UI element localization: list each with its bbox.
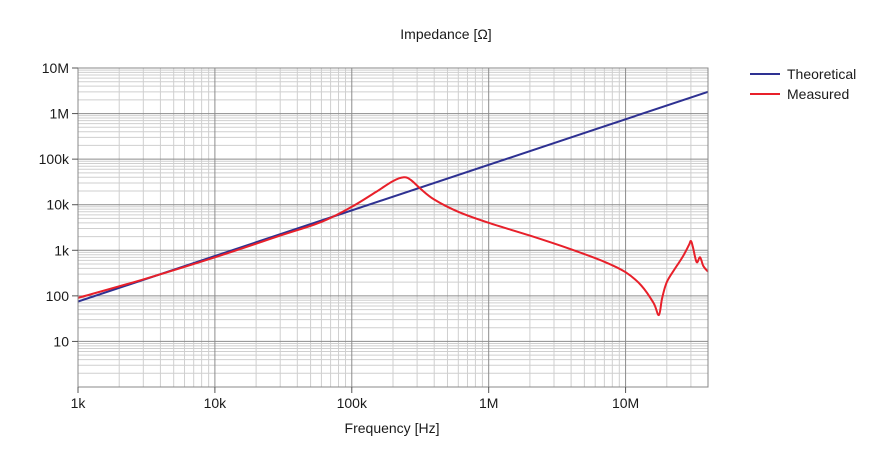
chart-title: Impedance [Ω] [400,26,491,42]
y-tick-label: 100 [46,288,70,304]
y-tick-label: 100k [39,151,70,167]
y-tick-label: 10k [46,197,70,213]
series-layer [78,90,708,317]
y-tick-label: 10 [53,333,69,349]
x-axis-label: Frequency [Hz] [345,420,440,436]
y-tick-label: 1k [54,242,70,258]
y-tick-label: 10M [42,60,69,76]
legend: Theoretical Measured [750,66,856,102]
plot-border [77,67,709,388]
x-tick-label: 10k [204,395,228,411]
grid-layer [77,67,708,387]
x-tick-label: 100k [337,395,368,411]
y-tick-label: 1M [50,106,69,122]
legend-label-measured: Measured [787,86,849,102]
x-tick-label: 10M [612,395,639,411]
x-tick-label: 1k [71,395,87,411]
tick-layer: 1k 10k 100k 1M 10M 10 100 1k 10k 100k 1M 10M [39,60,640,411]
x-tick-label: 1M [479,395,498,411]
series-line-measured [78,176,708,317]
legend-label-theoretical: Theoretical [787,66,856,82]
